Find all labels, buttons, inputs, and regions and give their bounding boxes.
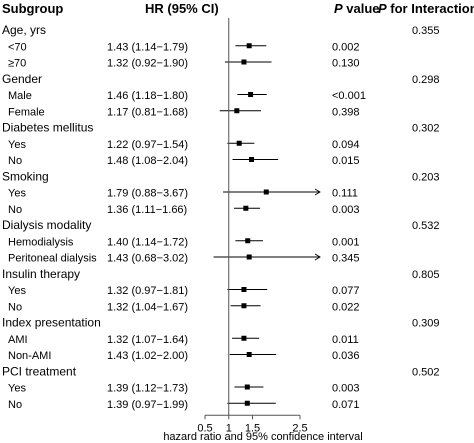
subgroup-heading: Dialysis modality [2,218,91,232]
hr-ci-text: 1.32 (1.07−1.64) [107,334,188,346]
p-value: 0.015 [332,155,360,167]
p-interaction-value: 0.298 [412,74,440,86]
subgroup-item-label: Yes [8,139,26,151]
subgroup-item-label: AMI [8,334,28,346]
p-value: <0.001 [332,90,366,102]
p-value: 0.398 [332,106,360,118]
hr-point [244,400,250,406]
ci-arrowhead [314,253,321,261]
p-value: 0.130 [332,58,360,70]
hr-ci-text: 1.17 (0.81−1.68) [107,106,188,118]
p-interaction-value: 0.502 [412,366,440,378]
p-value: 0.077 [332,285,360,297]
hr-ci-text: 1.39 (0.97−1.99) [107,399,188,411]
subgroup-item-label: <70 [8,41,27,53]
subgroup-heading: Smoking [2,169,49,183]
subgroup-item-label: Peritoneal dialysis [8,253,97,265]
subgroup-item-label: Male [8,90,32,102]
x-axis-label: hazard ratio and 95% confidence interval [163,431,362,443]
hr-point [248,92,254,97]
ci-arrowhead [314,188,321,196]
hr-point [243,205,249,211]
hr-ci-text: 1.79 (0.88−3.67) [107,188,188,200]
subgroup-item-label: No [8,204,22,216]
p-value: 0.036 [332,350,360,362]
p-interaction-value: 0.203 [412,171,440,183]
header-subgroup: Subgroup [2,1,63,16]
subgroup-heading: Age, yrs [2,23,46,37]
p-value: 0.011 [332,334,359,346]
x-axis-ticks: 0.5 1 1.5 2.5 [197,415,308,434]
hr-ci-text: 1.32 (0.92−1.90) [107,58,188,70]
header-p-rest: value [343,1,380,16]
hr-ci-text: 1.32 (1.04−1.67) [107,301,188,313]
x-tick-label: 0.5 [197,422,212,434]
header-hr: HR (95% CI) [145,1,219,16]
p-value: 0.094 [332,139,360,151]
subgroup-item-label: Non-AMI [8,350,51,362]
subgroup-item-label: ≥70 [8,58,26,70]
forest-rows: Age, yrs 0.355 <70 1.43 (1.14−1.79) 0.002 ≥70… [2,23,440,411]
subgroup-item-label: No [8,399,22,411]
p-value: 0.001 [332,236,360,248]
hr-ci-text: 1.43 (1.14−1.79) [107,41,188,53]
p-value: 0.345 [332,253,360,265]
hr-point [241,287,247,292]
x-tick-label: 2.5 [292,422,307,434]
p-interaction-value: 0.355 [412,25,440,37]
hr-point [241,303,247,309]
hr-point [246,43,252,49]
p-value: 0.002 [332,41,360,53]
hr-ci-text: 1.46 (1.18−1.80) [107,90,188,102]
p-value: 0.111 [332,188,358,200]
p-interaction-value: 0.805 [412,269,440,281]
p-value: 0.022 [332,301,360,313]
hr-point [234,108,240,114]
hr-ci-text: 1.39 (1.12−1.73) [107,383,188,395]
hr-ci-text: 1.43 (1.02−2.00) [107,350,188,362]
header-p-italic: P [334,1,343,16]
subgroup-heading: PCI treatment [2,364,77,378]
subgroup-heading: Insulin therapy [2,267,80,281]
subgroup-heading: Diabetes mellitus [2,121,93,135]
header-pint-rest: for Interaction [387,1,474,16]
p-value: 0.003 [332,383,360,395]
p-value: 0.003 [332,204,360,216]
hr-point [241,335,247,341]
subgroup-item-label: No [8,155,22,167]
subgroup-item-label: No [8,301,22,313]
subgroup-item-label: Yes [8,188,26,200]
hr-point [246,352,252,357]
hr-point [263,189,269,195]
hr-point [245,238,251,244]
p-interaction-value: 0.532 [412,220,440,232]
header-p-interaction: P for Interaction [378,1,474,16]
hr-point [246,254,252,260]
hr-point [236,140,242,146]
hr-ci-text: 1.36 (1.11−1.66) [107,204,187,216]
subgroup-item-label: Female [8,106,45,118]
subgroup-heading: Index presentation [2,316,101,330]
hr-point [249,157,255,162]
header-p-value: P value [334,1,380,16]
x-tick-label: 1 [226,422,232,434]
subgroup-item-label: Hemodialysis [8,236,74,248]
p-interaction-value: 0.309 [412,318,440,330]
hr-ci-text: 1.43 (0.68−3.02) [107,253,188,265]
subgroup-item-label: Yes [8,285,26,297]
hr-point [244,384,250,390]
subgroup-item-label: Yes [8,383,26,395]
hr-ci-text: 1.40 (1.14−1.72) [107,236,188,248]
subgroup-heading: Gender [2,72,42,86]
header-pint-italic: P [378,1,387,16]
x-tick-label: 1.5 [245,422,260,434]
hr-ci-text: 1.32 (0.97−1.81) [107,285,188,297]
p-interaction-value: 0.302 [412,123,440,135]
p-value: 0.071 [332,399,360,411]
hr-point [241,59,247,65]
hr-ci-text: 1.22 (0.97−1.54) [107,139,188,151]
hr-ci-text: 1.48 (1.08−2.04) [107,155,188,167]
